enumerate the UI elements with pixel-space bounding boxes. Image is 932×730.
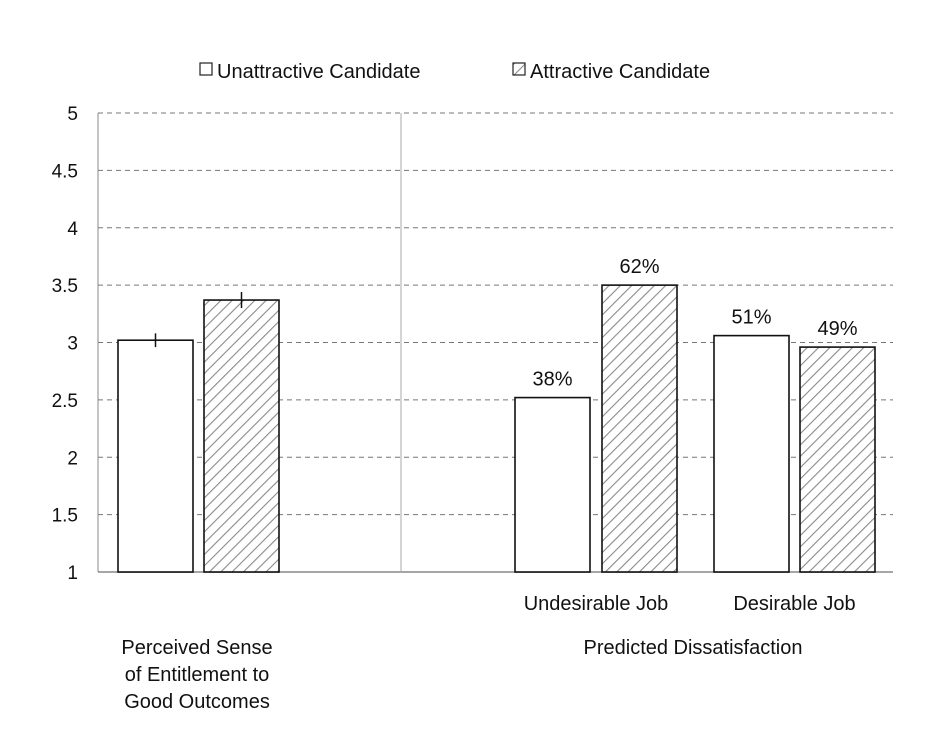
panel-label: Perceived Sense [121, 637, 272, 659]
y-tick-label: 5 [67, 104, 78, 125]
bar-attractive [203, 299, 280, 573]
legend-entry: Unattractive Candidate [217, 61, 420, 83]
category-label: Desirable Job [733, 593, 855, 615]
y-tick-label: 3 [67, 334, 78, 355]
labels: 1 1.5 2 2.5 3 3.5 4 4.5 5 38% 62% 51% 49% Undesirable… [52, 104, 858, 713]
data-label: 49% [817, 318, 857, 340]
bars [117, 284, 876, 573]
data-label: 62% [619, 256, 659, 278]
grid-lines [98, 112, 893, 516]
panel-label: Predicted Dissatisfaction [584, 637, 803, 659]
panel-label: of Entitlement to [125, 664, 270, 686]
y-tick-label: 1.5 [52, 506, 78, 527]
bar-attractive [799, 346, 876, 573]
y-tick-label: 4.5 [52, 161, 78, 182]
legend-swatch [512, 62, 526, 76]
legend-entry: Attractive Candidate [530, 61, 710, 83]
category-label: Undesirable Job [524, 593, 669, 615]
y-tick-label: 4 [67, 219, 78, 240]
y-tick-label: 2.5 [52, 391, 78, 412]
bar-unattractive [514, 396, 591, 573]
legend-swatch [199, 62, 213, 76]
y-tick-label: 2 [67, 448, 78, 469]
bar-unattractive [117, 339, 194, 573]
bar-attractive [601, 284, 678, 573]
legend: Unattractive Candidate Attractive Candida… [199, 61, 710, 83]
bar-unattractive [713, 334, 790, 573]
data-label: 38% [532, 369, 572, 391]
panel-label: Good Outcomes [124, 691, 270, 713]
y-tick-label: 1 [67, 563, 78, 584]
y-tick-label: 3.5 [52, 276, 78, 297]
data-label: 51% [731, 307, 771, 329]
